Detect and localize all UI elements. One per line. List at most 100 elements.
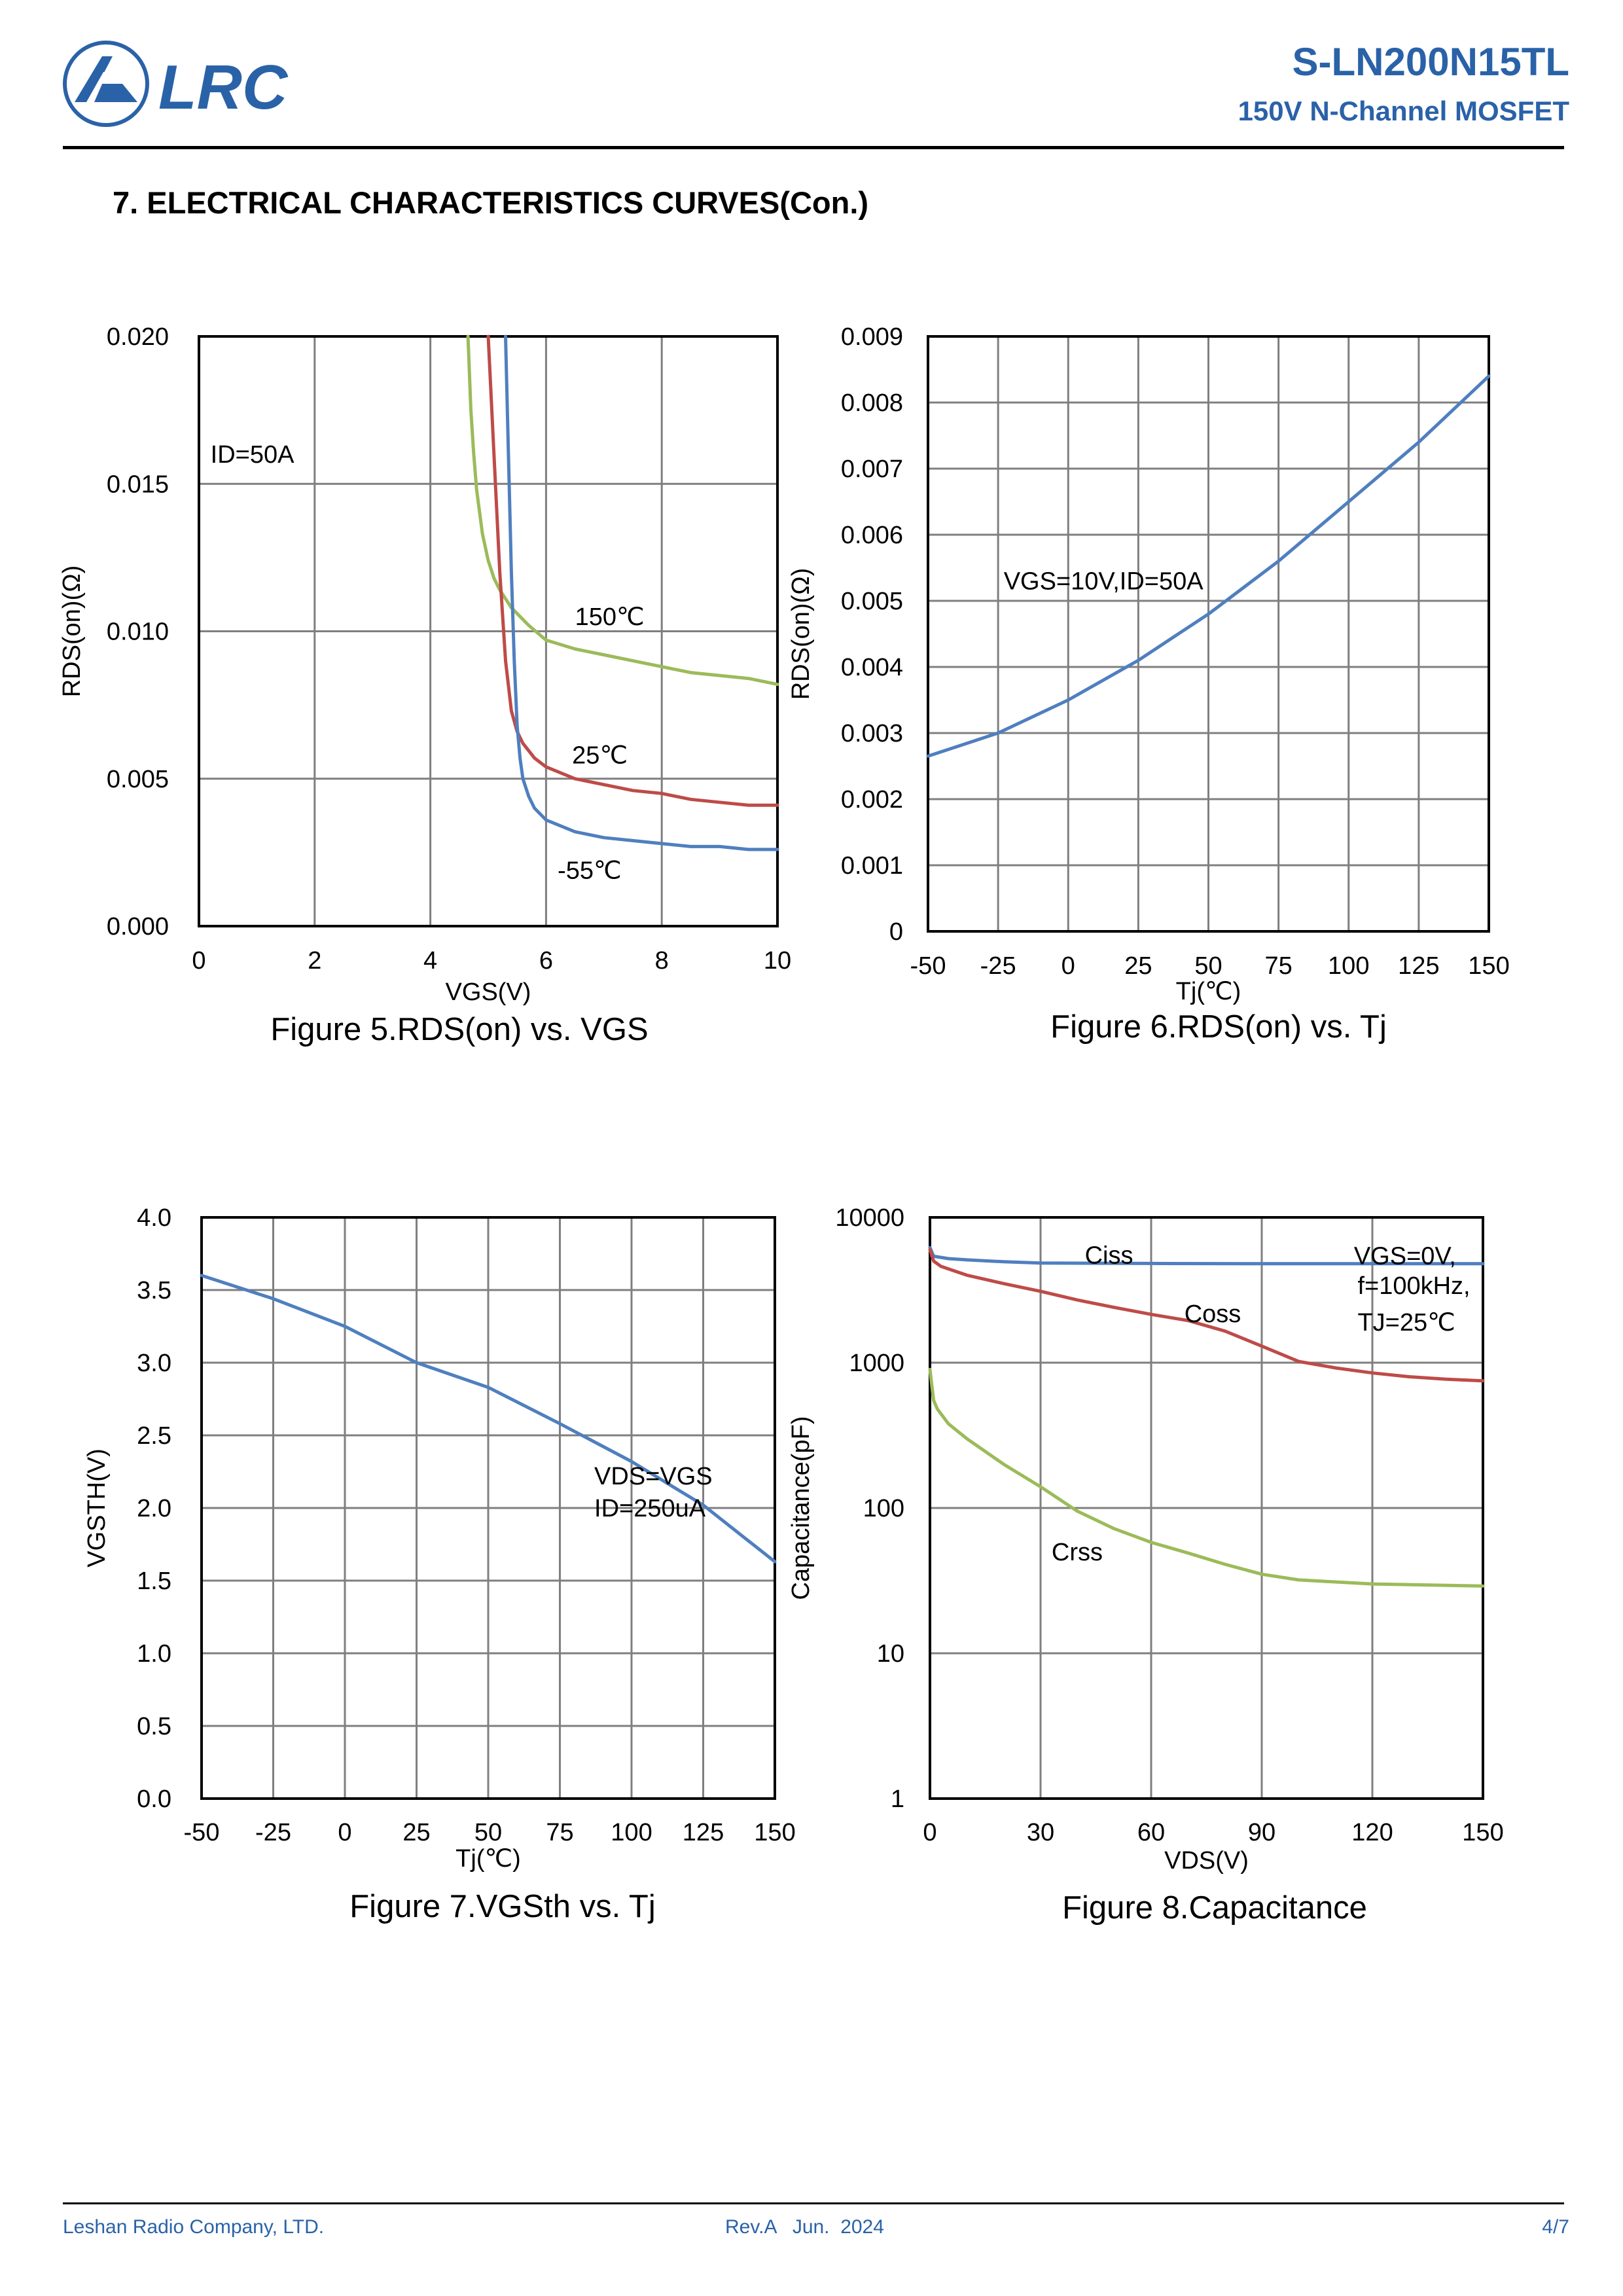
fig8-y-tick-label: 10 [877, 1640, 904, 1668]
fig5-series-line-2 [486, 334, 779, 807]
lrc-logo-graphic: LRC [63, 41, 289, 127]
fig6-y-axis-label: RDS(on)(Ω) [787, 568, 815, 700]
fig6-y-tick-label: 0.006 [841, 522, 903, 549]
fig8-y-tick-label: 1 [891, 1785, 904, 1813]
fig5-series-line-3 [504, 334, 779, 852]
section-title: 7. ELECTRICAL CHARACTERISTICS CURVES(Con… [113, 185, 869, 220]
fig8-x-axis-label: VDS(V) [1164, 1847, 1249, 1874]
fig5-x-tick-label: 2 [308, 947, 321, 975]
fig6-y-tick-label: 0.003 [841, 720, 903, 747]
fig6-plot-frame [927, 335, 1490, 933]
fig5-annotation: -55℃ [558, 857, 622, 884]
fig5-y-tick-label: 0.010 [107, 619, 169, 646]
fig5-plot-frame [198, 335, 779, 927]
fig5-annotation: ID=50A [211, 441, 294, 469]
fig6-x-axis-label: Tj(℃) [1176, 978, 1241, 1005]
fig6-x-tick-label: 0 [1061, 952, 1075, 980]
fig8-annotation: Crss [1052, 1539, 1103, 1566]
fig5-x-axis-label: VGS(V) [446, 978, 531, 1006]
fig6-y-tick-label: 0.001 [841, 852, 903, 880]
fig7-x-tick-label: 75 [546, 1819, 573, 1846]
fig7-series-line-1 [200, 1274, 777, 1564]
fig7-x-tick-label: 50 [474, 1819, 502, 1846]
footer-divider [63, 2202, 1564, 2204]
fig8-plot-frame [929, 1216, 1484, 1800]
fig7-annotation: VDS=VGS [594, 1463, 713, 1490]
fig6-x-tick-label: -25 [980, 952, 1016, 980]
fig6-x-tick-label: 150 [1468, 952, 1509, 980]
fig5-x-tick-label: 4 [423, 947, 437, 975]
fig7-y-tick-label: 3.5 [137, 1277, 171, 1304]
fig7-y-tick-label: 0.0 [137, 1785, 171, 1813]
fig8-y-axis-label: Capacitance(pF) [787, 1416, 815, 1600]
figure-5-caption: Figure 5.RDS(on) vs. VGS [270, 1012, 649, 1047]
fig6-y-tick-label: 0 [889, 918, 903, 946]
fig7-x-tick-label: -50 [184, 1819, 220, 1846]
fig7-y-tick-label: 1.5 [137, 1568, 171, 1595]
fig8-y-tick-label: 10000 [835, 1204, 904, 1232]
fig6-y-tick-label: 0.007 [841, 456, 903, 483]
footer-company: Leshan Radio Company, LTD. [63, 2216, 325, 2238]
fig8-x-tick-label: 120 [1351, 1819, 1393, 1846]
fig5-x-tick-label: 10 [764, 947, 791, 975]
fig5-x-tick-label: 8 [655, 947, 669, 975]
fig8-x-tick-label: 90 [1248, 1819, 1275, 1846]
fig6-x-tick-label: 125 [1398, 952, 1439, 980]
fig7-y-tick-label: 1.0 [137, 1640, 171, 1668]
fig6-y-tick-label: 0.009 [841, 323, 903, 351]
part-number: S-LN200N15TL [1292, 40, 1569, 84]
fig5-series-line-1 [466, 334, 779, 687]
fig6-series-line-1 [926, 374, 1491, 758]
fig7-y-tick-label: 3.0 [137, 1350, 171, 1377]
fig6-annotation: VGS=10V,ID=50A [1004, 568, 1204, 596]
fig5-y-tick-label: 0.005 [107, 766, 169, 793]
fig7-x-tick-label: 150 [754, 1819, 795, 1846]
fig7-y-tick-label: 2.0 [137, 1495, 171, 1522]
fig6-y-tick-label: 0.005 [841, 588, 903, 615]
fig7-x-axis-label: Tj(℃) [455, 1845, 521, 1873]
fig8-x-tick-label: 60 [1137, 1819, 1165, 1846]
fig5-y-axis-label: RDS(on)(Ω) [58, 565, 86, 698]
fig5-y-tick-label: 0.000 [107, 913, 169, 941]
fig8-y-tick-label: 1000 [849, 1350, 904, 1377]
fig7-x-tick-label: 125 [683, 1819, 724, 1846]
figure-6-caption: Figure 6.RDS(on) vs. Tj [1050, 1009, 1387, 1045]
fig8-x-tick-label: 150 [1462, 1819, 1503, 1846]
fig6-x-tick-label: 75 [1264, 952, 1292, 980]
fig8-annotation: f=100kHz, [1357, 1272, 1470, 1300]
part-subtitle: 150V N-Channel MOSFET [1238, 96, 1569, 126]
footer-page-number: 4/7 [1542, 2216, 1569, 2238]
lrc-logo: LRC [60, 38, 322, 130]
fig8-x-tick-label: 0 [923, 1819, 936, 1846]
fig5-y-tick-label: 0.015 [107, 471, 169, 498]
fig6-x-tick-label: 100 [1328, 952, 1369, 980]
fig7-x-tick-label: 25 [402, 1819, 430, 1846]
fig5-annotation: 150℃ [575, 603, 645, 631]
fig7-annotation: ID=250uA [594, 1495, 706, 1522]
fig8-annotation: TJ=25℃ [1357, 1309, 1455, 1336]
fig7-y-tick-label: 0.5 [137, 1713, 171, 1740]
figure-7-caption: Figure 7.VGSth vs. Tj [349, 1889, 656, 1924]
footer-revision: Rev.A Jun. 2024 [725, 2216, 884, 2238]
fig7-x-tick-label: -25 [255, 1819, 291, 1846]
fig6-y-tick-label: 0.008 [841, 389, 903, 417]
fig6-x-tick-label: 50 [1194, 952, 1222, 980]
fig8-series-line-1 [928, 1246, 1485, 1266]
brand-text: LRC [158, 52, 289, 122]
fig7-y-tick-label: 4.0 [137, 1204, 171, 1232]
fig8-annotation: VGS=0V, [1354, 1243, 1456, 1270]
fig8-series-line-2 [928, 1247, 1485, 1383]
fig5-annotation: 25℃ [572, 742, 628, 770]
fig6-x-tick-label: 25 [1124, 952, 1152, 980]
fig7-y-axis-label: VGSTH(V) [83, 1448, 111, 1568]
figure-8-caption: Figure 8.Capacitance [1062, 1890, 1367, 1926]
fig8-annotation: Ciss [1085, 1242, 1133, 1270]
fig5-x-tick-label: 0 [192, 947, 205, 975]
fig6-y-tick-label: 0.004 [841, 654, 903, 681]
fig7-y-tick-label: 2.5 [137, 1422, 171, 1450]
fig6-y-tick-label: 0.002 [841, 786, 903, 814]
fig7-x-tick-label: 100 [611, 1819, 652, 1846]
fig8-x-tick-label: 30 [1027, 1819, 1054, 1846]
fig8-y-tick-label: 100 [863, 1495, 904, 1522]
